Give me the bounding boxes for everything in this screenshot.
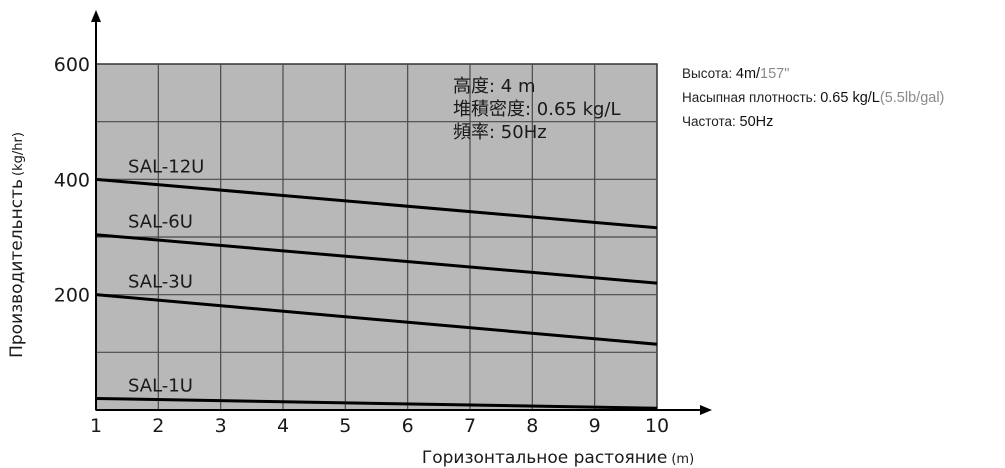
x-axis-arrow bbox=[700, 405, 712, 415]
x-tick-label: 5 bbox=[339, 415, 351, 437]
x-tick-label: 4 bbox=[277, 415, 289, 437]
plot-area bbox=[95, 63, 658, 411]
x-tick-label: 9 bbox=[589, 415, 601, 437]
tick-labels: 1 2 3 4 5 6 7 8 9 10 600 400 200 bbox=[54, 54, 669, 437]
y-axis-arrow bbox=[91, 10, 101, 22]
series-line bbox=[95, 177, 658, 230]
series-label: SAL-12U bbox=[128, 156, 204, 177]
x-tick-label: 7 bbox=[464, 415, 476, 437]
side-note-height: Высота: 4m/157" bbox=[682, 66, 790, 82]
series-line bbox=[95, 293, 658, 346]
series-lines: SAL-12U SAL-6U SAL-3U SAL-1U bbox=[95, 156, 658, 410]
y-tick-label: 600 bbox=[54, 54, 90, 76]
series-label: SAL-3U bbox=[128, 272, 193, 293]
x-tick-label: 1 bbox=[90, 415, 102, 437]
x-tick-label: 6 bbox=[402, 415, 414, 437]
chart-annotation: 高度: 4 m bbox=[453, 76, 536, 97]
chart-annotation: 堆積密度: 0.65 kg/L bbox=[453, 99, 621, 120]
x-tick-label: 2 bbox=[152, 415, 164, 437]
series-line bbox=[95, 233, 658, 285]
side-note-density: Насыпная плотность: 0.65 kg/L(5.5lb/gal) bbox=[682, 90, 945, 106]
series-line bbox=[95, 396, 658, 410]
side-notes: Высота: 4m/157" Насыпная плотность: 0.65… bbox=[682, 62, 944, 134]
x-axis-label: Горизонтальное растояние (m) bbox=[422, 448, 694, 468]
chart-annotation: 頻率: 50Hz bbox=[453, 122, 547, 143]
x-tick-label: 10 bbox=[645, 415, 669, 437]
y-tick-label: 200 bbox=[54, 285, 90, 307]
series-label: SAL-1U bbox=[128, 375, 193, 396]
x-tick-label: 8 bbox=[526, 415, 538, 437]
x-tick-label: 3 bbox=[215, 415, 227, 437]
y-axis-label: Производительнсть(kg/hr) bbox=[7, 132, 27, 358]
axes bbox=[91, 10, 712, 415]
side-note-frequency: Частота: 50Hz bbox=[682, 114, 774, 130]
y-tick-label: 400 bbox=[54, 169, 90, 191]
series-label: SAL-6U bbox=[128, 212, 193, 233]
